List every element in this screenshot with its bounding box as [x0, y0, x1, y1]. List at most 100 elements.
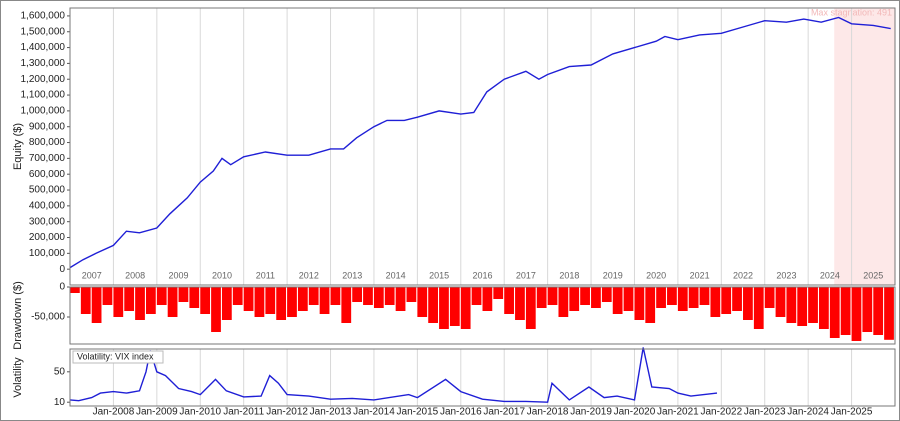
year-label: 2018	[559, 270, 579, 280]
bar	[330, 287, 341, 305]
y-tick-label: 1,500,000	[21, 26, 66, 37]
bar	[395, 287, 406, 311]
bar	[732, 287, 742, 311]
y-tick-label: 50	[54, 366, 66, 377]
y-tick-label: 100,000	[29, 248, 66, 259]
x-tick-label: Jan-2019	[570, 407, 612, 418]
bar	[504, 287, 514, 314]
bar	[232, 287, 243, 305]
bar	[819, 287, 829, 329]
x-tick-label: Jan-2018	[527, 407, 569, 418]
x-tick-label: Jan-2008	[93, 407, 135, 418]
bar	[612, 287, 623, 314]
x-tick-label: Jan-2024	[787, 407, 829, 418]
bar	[851, 287, 862, 341]
y-tick-label: 0	[59, 282, 65, 293]
y-tick-label: 1,200,000	[21, 74, 66, 85]
bar	[580, 287, 590, 305]
bar	[645, 287, 656, 323]
bar	[873, 287, 884, 335]
y-tick-label: 1,400,000	[21, 42, 66, 53]
bar	[319, 287, 330, 314]
y-tick-label: 400,000	[29, 200, 66, 211]
y-tick-label: 10	[54, 397, 66, 408]
x-tick-label: Jan-2025	[831, 407, 873, 418]
bar	[569, 287, 580, 311]
y-tick-label: 800,000	[29, 137, 66, 148]
year-label: 2017	[516, 270, 536, 280]
year-label: 2011	[256, 270, 275, 280]
bar	[808, 287, 818, 323]
year-label: 2015	[429, 270, 449, 280]
panel-frame	[69, 286, 896, 345]
year-label: 2020	[646, 270, 666, 280]
y-tick-label: 1,000,000	[21, 106, 66, 117]
bar	[677, 287, 688, 311]
bar	[482, 287, 493, 311]
bar	[341, 287, 352, 323]
year-label: 2012	[299, 270, 319, 280]
bar	[743, 287, 753, 320]
bar	[417, 287, 428, 317]
bar	[167, 287, 178, 317]
bar	[623, 287, 634, 311]
year-label: 2010	[212, 270, 232, 280]
y-tick-label: 1,600,000	[21, 11, 66, 22]
bar	[297, 287, 308, 311]
year-label: 2024	[820, 270, 840, 280]
stagnation-region	[834, 8, 895, 285]
bar	[352, 287, 363, 302]
bar	[439, 287, 449, 329]
y-axis-title: Volatility	[12, 357, 24, 398]
bar	[634, 287, 645, 320]
bar	[91, 287, 102, 323]
panel-frame	[69, 348, 896, 407]
y-tick-label: 1,300,000	[21, 58, 66, 69]
x-tick-label: Jan-2010	[179, 407, 221, 418]
bar	[688, 287, 699, 308]
bar	[406, 287, 417, 302]
bar	[753, 287, 764, 329]
y-tick-label: 500,000	[29, 185, 66, 196]
bar	[667, 287, 677, 305]
x-tick-label: Jan-2023	[744, 407, 786, 418]
bar	[710, 287, 721, 317]
y-tick-label: 1,100,000	[21, 90, 66, 101]
x-tick-label: Jan-2015	[397, 407, 439, 418]
bar	[721, 287, 732, 314]
bar	[308, 287, 319, 305]
bar	[384, 287, 395, 305]
bar	[797, 287, 808, 326]
bar	[656, 287, 666, 308]
year-label: 2023	[776, 270, 796, 280]
legend-box	[72, 350, 164, 364]
bar	[265, 287, 276, 314]
year-label: 2025	[863, 270, 883, 280]
bar	[70, 287, 80, 293]
bar	[145, 287, 156, 314]
bar	[211, 287, 221, 332]
bar	[373, 287, 384, 308]
y-tick-label: 900,000	[29, 121, 66, 132]
bar	[471, 287, 482, 305]
bar	[829, 287, 840, 338]
bar	[189, 287, 200, 308]
bar	[221, 287, 232, 320]
bar	[460, 287, 471, 329]
x-tick-label: Jan-2013	[310, 407, 352, 418]
panel-frame	[69, 7, 896, 286]
y-tick-label: 700,000	[29, 153, 66, 164]
year-label: 2009	[169, 270, 189, 280]
bar	[515, 287, 525, 320]
x-tick-label: Jan-2014	[353, 407, 395, 418]
y-axis-title: Drawdown ($)	[12, 281, 24, 349]
bar	[254, 287, 265, 317]
bar	[775, 287, 786, 317]
year-label: 2021	[690, 270, 710, 280]
legend-label: Volatility: VIX index	[77, 351, 154, 361]
bar	[884, 287, 894, 340]
y-axis-title: Equity ($)	[12, 123, 24, 170]
bar	[135, 287, 145, 320]
bar	[243, 287, 254, 311]
